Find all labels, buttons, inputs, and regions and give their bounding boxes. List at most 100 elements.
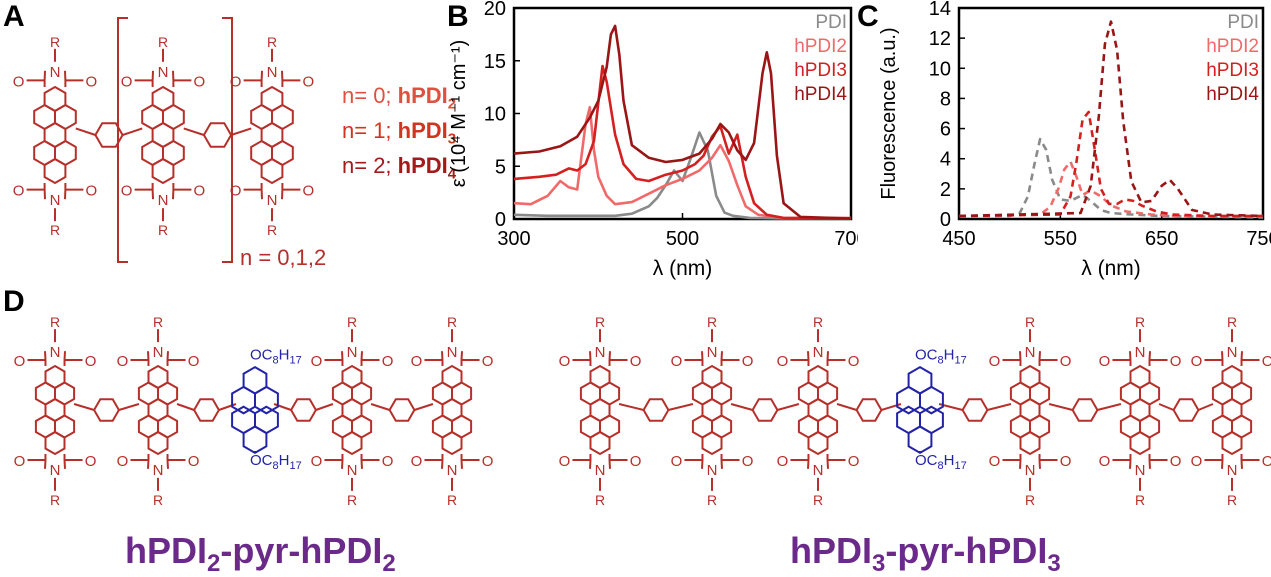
- aromatic-ring: [589, 397, 611, 423]
- imide-bottom: O O NR: [1191, 453, 1271, 508]
- perylene-core: [141, 85, 185, 185]
- y-tick-label: 6: [940, 119, 951, 141]
- series-line-hpdi4: [513, 24, 852, 220]
- series-name: hPDI: [397, 83, 448, 108]
- perylene-core: [33, 85, 77, 185]
- x-tick-label: 500: [666, 228, 699, 250]
- r-group: R: [707, 314, 717, 330]
- oxygen-atom: O: [303, 73, 315, 90]
- oxygen-atom: O: [411, 353, 423, 370]
- y-tick-label: 4: [940, 149, 951, 171]
- r-group: R: [50, 314, 60, 330]
- x-tick-label: 750: [1246, 228, 1271, 250]
- nitrogen-atom: N: [447, 462, 458, 479]
- aromatic-ring: [147, 430, 169, 456]
- aromatic-ring: [341, 397, 363, 423]
- r-group: R: [267, 34, 277, 50]
- imide-top: O O NR: [230, 34, 314, 91]
- aromatic-ring: [1019, 430, 1041, 456]
- series-name: hPDI: [397, 153, 448, 178]
- r-group: R: [1227, 492, 1237, 508]
- fused-linker-ring: [836, 398, 902, 422]
- oxygen-atom: O: [86, 73, 98, 90]
- imide-bottom: O O NR: [117, 453, 200, 508]
- imide-bonds: [341, 454, 363, 469]
- fluorescence-chart: 0 2 4 6 8 10 12 14 450 550 650 750 PDI hPDI2 hPDI3 hPDI…: [878, 0, 1271, 280]
- oxygen-atom: O: [1262, 453, 1271, 470]
- imide-bonds: [441, 454, 463, 469]
- aromatic-ring: [92, 398, 121, 422]
- nitrogen-atom: N: [50, 462, 61, 479]
- aromatic-ring: [907, 425, 933, 455]
- aromatic-ring: [44, 430, 66, 456]
- oxygen-atom: O: [13, 183, 25, 200]
- aromatic-ring: [807, 397, 829, 423]
- x-tick-label: 450: [942, 228, 975, 250]
- fused-linker-ring: [938, 398, 1012, 422]
- fused-linker-ring: [370, 398, 434, 422]
- octyloxy-label: OC8H17: [915, 452, 967, 472]
- bond: [218, 403, 237, 411]
- y-axis-label: Fluorescence (a.u.): [878, 27, 900, 199]
- bond: [73, 403, 95, 411]
- aromatic-ring: [1221, 397, 1243, 423]
- bond: [370, 403, 390, 411]
- aromatic-ring: [701, 430, 723, 456]
- oxygen-atom: O: [121, 183, 133, 200]
- aromatic-ring: [961, 398, 989, 422]
- oxygen-atom: O: [742, 453, 754, 470]
- r-group: R: [1135, 492, 1145, 508]
- nitrogen-atom: N: [347, 344, 358, 361]
- plot-area: 0 5 10 15 20 300 500 700 PDI hPDI2 hPDI3 hPDI4 λ (nm…: [448, 0, 858, 280]
- legend-entry: hPDI2: [1206, 36, 1259, 57]
- oxygen-atom: O: [742, 353, 754, 370]
- fused-linker-ring: [176, 398, 237, 422]
- bond: [122, 127, 143, 136]
- imide-bottom: O O NR: [671, 453, 754, 508]
- aromatic-ring: [260, 157, 284, 185]
- nitrogen-atom: N: [447, 344, 458, 361]
- nitrogen-atom: N: [1227, 462, 1238, 479]
- oxygen-atom: O: [117, 353, 129, 370]
- imide-bonds: [151, 70, 175, 87]
- imide-top: O O NR: [411, 314, 494, 370]
- aromatic-ring: [147, 397, 169, 423]
- caption-subscript: 3: [872, 550, 886, 577]
- aromatic-ring: [192, 398, 221, 422]
- imide-bottom: O O NR: [230, 183, 314, 239]
- r-group: R: [813, 492, 823, 508]
- imide-bonds: [807, 351, 829, 366]
- imide-bonds: [341, 351, 363, 366]
- right-molecule-caption: hPDI3-pyr-hPDI3: [790, 533, 1061, 576]
- oxygen-atom: O: [848, 353, 860, 370]
- imide-bonds: [701, 351, 723, 366]
- bond: [1097, 403, 1122, 411]
- octyloxy-label: OC8H17: [250, 346, 302, 366]
- imide-bottom: O O NR: [1099, 453, 1182, 508]
- oxygen-atom: O: [85, 353, 97, 370]
- oxygen-atom: O: [188, 353, 200, 370]
- imide-top: O O NR: [311, 314, 394, 370]
- left-molecule-caption: hPDI2-pyr-hPDI2: [125, 533, 396, 576]
- y-tick-label: 14: [929, 0, 951, 20]
- bond: [414, 403, 434, 411]
- imide-bottom: O O NR: [777, 453, 860, 508]
- imide-bottom: O O NR: [411, 453, 494, 508]
- y-tick-label: 2: [940, 179, 951, 201]
- y-tick-label: 5: [495, 156, 506, 178]
- aromatic-ring: [44, 397, 66, 423]
- oxygen-atom: O: [86, 183, 98, 200]
- oxygen-atom: O: [1060, 353, 1072, 370]
- fused-linker-ring: [1158, 398, 1214, 422]
- x-tick-label: 550: [1044, 228, 1077, 250]
- y-axis-label: ε (10⁴ M⁻¹ cm⁻¹): [448, 40, 470, 188]
- imide-top: O O NR: [13, 34, 97, 91]
- aromatic-ring: [1172, 398, 1200, 422]
- aromatic-ring: [43, 121, 67, 149]
- oxygen-atom: O: [1191, 353, 1203, 370]
- imide-top: O O NR: [14, 314, 97, 370]
- imide-bonds: [807, 454, 829, 469]
- oxygen-atom: O: [230, 73, 242, 90]
- oxygen-atom: O: [311, 353, 323, 370]
- nitrogen-atom: N: [153, 462, 164, 479]
